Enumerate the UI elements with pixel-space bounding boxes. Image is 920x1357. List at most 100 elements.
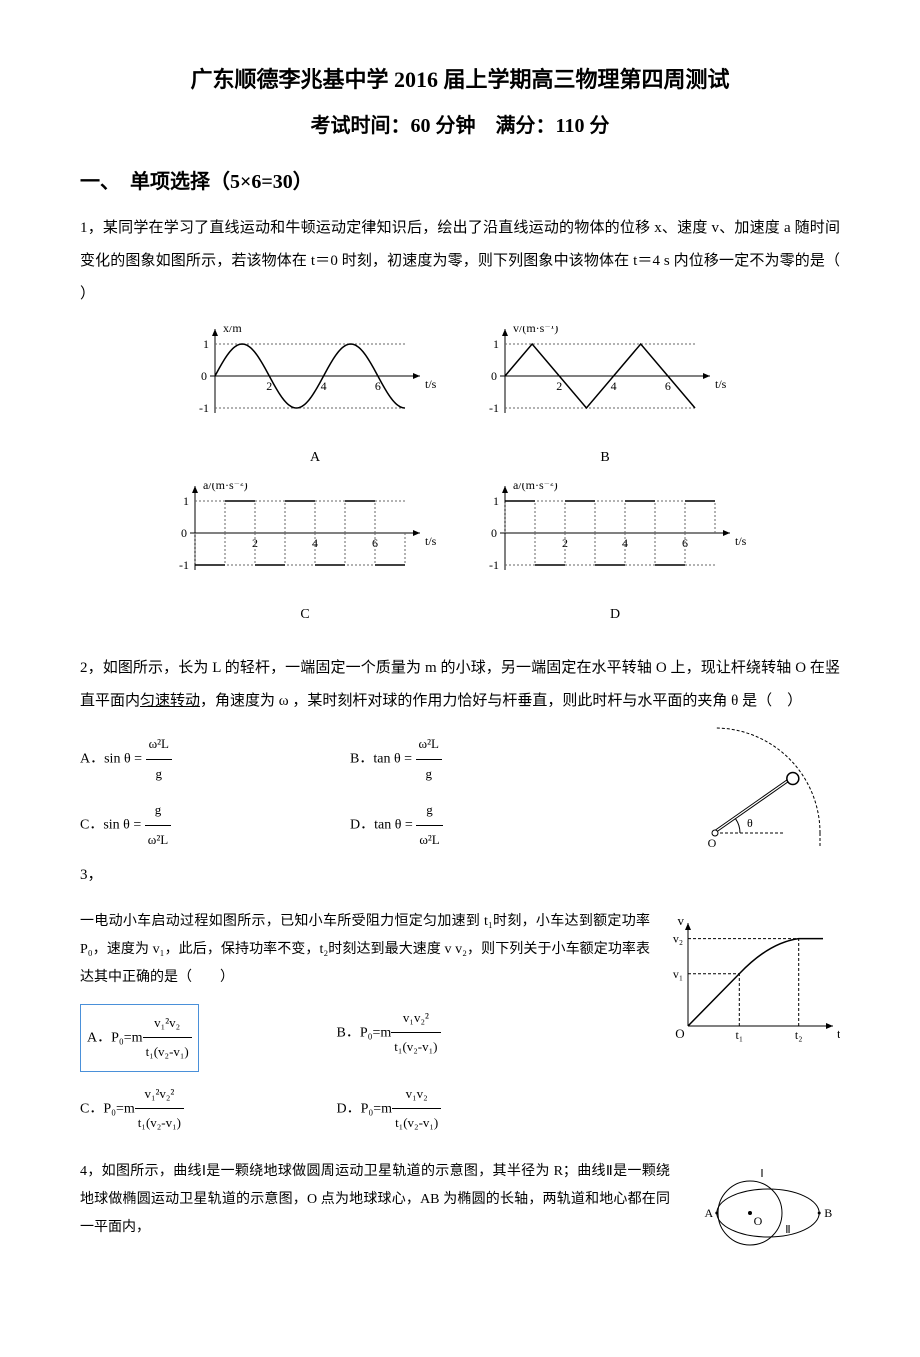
q1-label-C: C [165,600,445,631]
q2-option-B: B．tan θ = ω²Lg [350,726,620,792]
q2-figure: θO [690,718,840,871]
title-sub: 考试时间：60 分钟 满分：110 分 [80,108,840,144]
q3-prefix-line: 3， [80,859,680,892]
svg-text:-1: -1 [489,401,499,415]
svg-text:v₂: v₂ [673,931,683,945]
q2-optA-num: ω²L [146,730,172,760]
title-main: 广东顺德李兆基中学 2016 届上学期高三物理第四周测试 [80,60,840,100]
svg-text:A: A [704,1206,713,1220]
q2-option-C: C．sin θ = gω²L [80,792,350,858]
q1-chart-C: a/(m·s⁻²)t/s0-11246 C [165,483,445,631]
q1-text: 1，某同学在学习了直线运动和牛顿运动定律知识后，绘出了沿直线运动的物体的位移 x… [80,212,840,311]
svg-text:2: 2 [556,379,562,393]
svg-text:1: 1 [493,337,499,351]
q3-optC-den: t₁(v₂-v₁) [135,1109,184,1138]
q1-chart-B: v/(m·s⁻¹) t/s 0 -1 1 2 4 6 B [475,326,735,474]
q3-options: A．P₀=mv₁²v₂t₁(v₂-v₁) B．P₀=mv₁v₂²t₁(v₂-v₁… [80,1000,650,1142]
svg-text:-1: -1 [179,558,189,572]
svg-text:t/s: t/s [735,534,747,548]
q4-prefix: 4， [80,1164,102,1179]
svg-text:B: B [824,1206,832,1220]
q2-optD-den: ω²L [416,826,442,855]
q3-optA-den: t₁(v₂-v₁) [143,1038,192,1067]
q4-text: 4，如图所示，曲线Ⅰ是一颗绕地球做圆周运动卫星轨道的示意图，其半径为 R；曲线Ⅱ… [80,1158,670,1242]
q4-body: 如图所示，曲线Ⅰ是一颗绕地球做圆周运动卫星轨道的示意图，其半径为 R；曲线Ⅱ是一… [80,1164,670,1235]
q2-optC-den: ω²L [145,826,171,855]
svg-text:t₂: t₂ [795,1028,803,1042]
q3-optD-den: t₁(v₂-v₁) [392,1109,441,1138]
q3-option-D: D．P₀=mv₁v₂t₁(v₂-v₁) [337,1076,594,1142]
q3-figure: v t Ot₁ t₂ v₁ v₂ [660,908,840,1061]
question-3: 一电动小车启动过程如图所示，已知小车所受阻力恒定匀加速到 t₁时刻，小车达到额定… [80,908,840,1142]
svg-text:O: O [675,1026,684,1041]
q3-option-B: B．P₀=mv₁v₂²t₁(v₂-v₁) [337,1000,594,1076]
svg-text:v/(m·s⁻¹): v/(m·s⁻¹) [513,326,558,335]
q2-underline: 匀速转动 [140,693,200,709]
q1-chart-D: a/(m·s⁻²)t/s0-11246 D [475,483,755,631]
q3-optA-num: v₁²v₂ [143,1009,192,1039]
q1-label-D: D [475,600,755,631]
q2-optC-num: g [145,796,171,826]
svg-text:t₁: t₁ [736,1028,744,1042]
svg-text:-1: -1 [199,401,209,415]
q2-prefix: 2， [80,660,103,676]
q3-optC-label: C．P₀=m [80,1101,135,1116]
svg-text:θ: θ [747,816,753,830]
question-2: 2，如图所示，长为 L 的轻杆，一端固定一个质量为 m 的小球，另一端固定在水平… [80,652,840,891]
svg-text:4: 4 [611,379,617,393]
q1-chart-A: x/mt/s0-11246 A [185,326,445,474]
svg-text:Ⅱ: Ⅱ [785,1224,790,1236]
svg-text:0: 0 [491,526,497,540]
q1-label-B: B [475,443,735,474]
svg-text:Ⅰ: Ⅰ [760,1168,763,1180]
svg-text:0: 0 [201,369,207,383]
q1-body: 某同学在学习了直线运动和牛顿运动定律知识后，绘出了沿直线运动的物体的位移 x、速… [80,220,840,302]
q2-optB-num: ω²L [416,730,442,760]
svg-text:v: v [678,913,685,928]
svg-text:0: 0 [491,369,497,383]
svg-text:t/s: t/s [425,534,437,548]
q3-text: 一电动小车启动过程如图所示，已知小车所受阻力恒定匀加速到 t₁时刻，小车达到额定… [80,908,650,992]
svg-text:6: 6 [665,379,671,393]
q3-optD-num: v₁v₂ [392,1080,441,1110]
q2-option-D: D．tan θ = gω²L [350,792,620,858]
question-1: 1，某同学在学习了直线运动和牛顿运动定律知识后，绘出了沿直线运动的物体的位移 x… [80,212,840,637]
svg-text:0: 0 [181,526,187,540]
q2-optA-den: g [146,760,172,789]
svg-text:v₁: v₁ [673,966,683,980]
svg-text:a/(m·s⁻²): a/(m·s⁻²) [513,483,558,492]
q2-optD-num: g [416,796,442,826]
svg-text:a/(m·s⁻²): a/(m·s⁻²) [203,483,248,492]
question-4: 4，如图所示，曲线Ⅰ是一颗绕地球做圆周运动卫星轨道的示意图，其半径为 R；曲线Ⅱ… [80,1158,840,1281]
svg-text:1: 1 [183,494,189,508]
svg-text:x/m: x/m [223,326,242,335]
q3-optC-num: v₁²v₂² [135,1080,184,1110]
svg-text:O: O [708,836,717,850]
q3-option-A: A．P₀=mv₁²v₂t₁(v₂-v₁) [80,1000,337,1076]
q3-optB-den: t₁(v₂-v₁) [391,1033,440,1062]
q3-optB-label: B．P₀=m [337,1025,392,1040]
q2-optA-label: A．sin θ = [80,752,146,767]
q2-text-after: ，角速度为 ω ，某时刻杆对球的作用力恰好与杆垂直，则此时杆与水平面的夹角 θ … [200,693,802,709]
svg-text:1: 1 [203,337,209,351]
q2-optB-label: B．tan θ = [350,752,416,767]
q1-prefix: 1， [80,220,103,236]
q3-optB-num: v₁v₂² [391,1004,440,1034]
svg-text:t/s: t/s [715,377,727,391]
svg-text:t: t [837,1026,840,1041]
q1-charts: x/m t/s 0 -1 1 2 4 6 A v/(m·s⁻¹) t/s 0 -1 1 2 4 6 B a/… [80,321,840,637]
q2-optC-label: C．sin θ = [80,818,145,833]
q3-optA-label: A．P₀=m [87,1030,143,1045]
q2-text: 2，如图所示，长为 L 的轻杆，一端固定一个质量为 m 的小球，另一端固定在水平… [80,652,840,718]
q2-optD-label: D．tan θ = [350,818,416,833]
q3-optD-label: D．P₀=m [337,1101,393,1116]
q2-option-A: A．sin θ = ω²Lg [80,726,350,792]
q4-figure: A B O Ⅰ Ⅱ [680,1158,840,1281]
q2-optB-den: g [416,760,442,789]
svg-text:O: O [754,1214,763,1228]
section-header: 一、 单项选择（5×6=30） [80,164,840,200]
q1-label-A: A [185,443,445,474]
q2-options: A．sin θ = ω²Lg B．tan θ = ω²Lg C．sin θ = … [80,726,680,858]
svg-text:-1: -1 [489,558,499,572]
svg-text:t/s: t/s [425,377,437,391]
